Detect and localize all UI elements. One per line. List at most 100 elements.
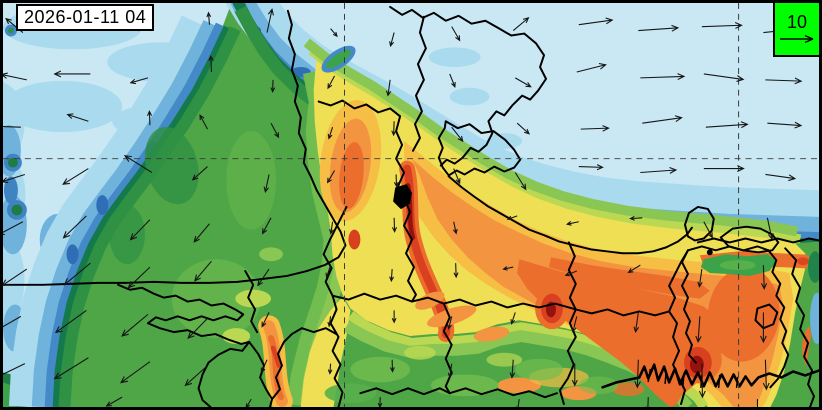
wind-arrow	[3, 363, 26, 375]
wind-arrow	[640, 167, 678, 174]
assam-north-boundary	[696, 237, 819, 244]
wind-arrow	[3, 315, 22, 328]
wind-arrow	[760, 312, 767, 344]
ne-hills-boundary	[784, 247, 816, 407]
wind-arrow	[705, 121, 749, 129]
wind-arrow	[327, 75, 336, 90]
wind-arrow	[578, 17, 614, 26]
wind-arrow	[645, 397, 651, 407]
city-marker	[706, 249, 713, 256]
wind-arrow	[129, 219, 151, 241]
bangladesh-east-border	[767, 249, 790, 389]
wind-arrow	[129, 77, 149, 85]
wind-arrow	[389, 359, 395, 373]
wind-arrow	[578, 164, 604, 171]
wind-arrow	[391, 310, 397, 324]
wind-arrow	[580, 125, 610, 132]
wind-arrow	[633, 312, 640, 334]
jharkhand-west-boundary	[558, 308, 577, 406]
map-canvas	[3, 3, 819, 407]
wind-arrow	[453, 263, 459, 279]
wind-arrow	[120, 361, 151, 384]
wind-arrow	[330, 28, 338, 38]
wind-arrow	[54, 309, 87, 334]
wind-arrow	[147, 110, 153, 126]
wind-arrow	[703, 221, 713, 239]
wind-arrow	[3, 221, 24, 235]
nepal-border	[447, 175, 693, 255]
wind-arrow	[449, 73, 456, 88]
wind-arrow	[270, 122, 280, 139]
wind-arrow	[194, 260, 212, 282]
yellow-region-gujarat	[300, 296, 351, 407]
wind-field	[3, 8, 803, 407]
bangladesh-west-border	[681, 249, 697, 364]
wind-arrow	[184, 365, 208, 387]
wind-arrow	[703, 165, 745, 172]
wind-arrow	[206, 11, 212, 25]
wind-arrow	[123, 155, 153, 173]
reference-arrow-icon	[780, 34, 814, 44]
gujarat-mp-boundary	[329, 294, 344, 407]
wind-arrow	[516, 122, 530, 135]
wind-arrow	[627, 264, 641, 274]
wind-arrow	[53, 70, 91, 78]
wind-arrow	[3, 126, 21, 128]
wind-arrow	[703, 73, 745, 82]
wind-arrow	[270, 79, 276, 93]
wind-arrow	[571, 363, 578, 387]
wind-arrow	[701, 22, 743, 29]
rajasthan-mp-boundary	[322, 205, 348, 297]
wind-arrow	[514, 172, 527, 191]
rajasthan-up-boundary	[403, 197, 417, 303]
wind-arrow	[3, 268, 28, 287]
wind-arrow	[512, 17, 530, 32]
wind-arrow	[326, 170, 336, 184]
wind-arrow	[767, 121, 803, 129]
wind-arrow	[327, 363, 333, 375]
wind-arrow	[765, 173, 797, 182]
punjab-north-boundary	[317, 99, 402, 118]
wind-reference-legend: 10	[773, 3, 819, 57]
mp-internal-boundary	[442, 302, 453, 395]
wind-arrow	[327, 316, 333, 328]
wind-arrow	[245, 398, 252, 407]
wind-arrow	[393, 174, 399, 188]
up-mp-boundary	[331, 292, 577, 311]
india-pakistan-border	[3, 9, 347, 286]
wind-arrow	[199, 114, 208, 130]
wind-arrow	[447, 363, 453, 379]
wind-arrow	[127, 266, 151, 289]
wind-arrow	[452, 221, 458, 235]
wind-arrow	[629, 215, 643, 221]
kashmir-inner-boundary	[411, 15, 427, 152]
gujarat-streak	[258, 315, 293, 407]
jharkhand-south-boundary	[668, 310, 686, 406]
jammu-kashmir-boundary	[389, 5, 547, 167]
wind-arrow	[571, 316, 578, 333]
wind-arrow	[105, 396, 123, 407]
wind-arrow	[261, 217, 272, 235]
wind-arrow	[453, 168, 461, 185]
khambhat-east-shore	[271, 327, 338, 401]
wind-arrow	[510, 312, 516, 325]
concentration-field	[3, 3, 819, 407]
reference-speed-value: 10	[786, 12, 808, 32]
wind-arrow	[576, 62, 607, 73]
wind-arrow	[191, 166, 208, 181]
wind-arrow	[389, 269, 395, 283]
up-bihar-boundary	[567, 241, 577, 311]
wind-arrow	[327, 126, 334, 140]
wind-arrow	[377, 397, 383, 407]
wind-arrow	[3, 72, 27, 81]
wind-arrow	[515, 399, 520, 407]
mp-south-boundary	[359, 387, 558, 399]
wind-arrow	[62, 168, 89, 185]
bangladesh-north-border	[686, 245, 770, 252]
wind-arrow	[193, 223, 210, 243]
wind-arrow	[121, 313, 149, 337]
wind-arrow	[385, 79, 392, 97]
wind-arrow	[389, 32, 395, 48]
wind-arrow	[451, 26, 461, 42]
